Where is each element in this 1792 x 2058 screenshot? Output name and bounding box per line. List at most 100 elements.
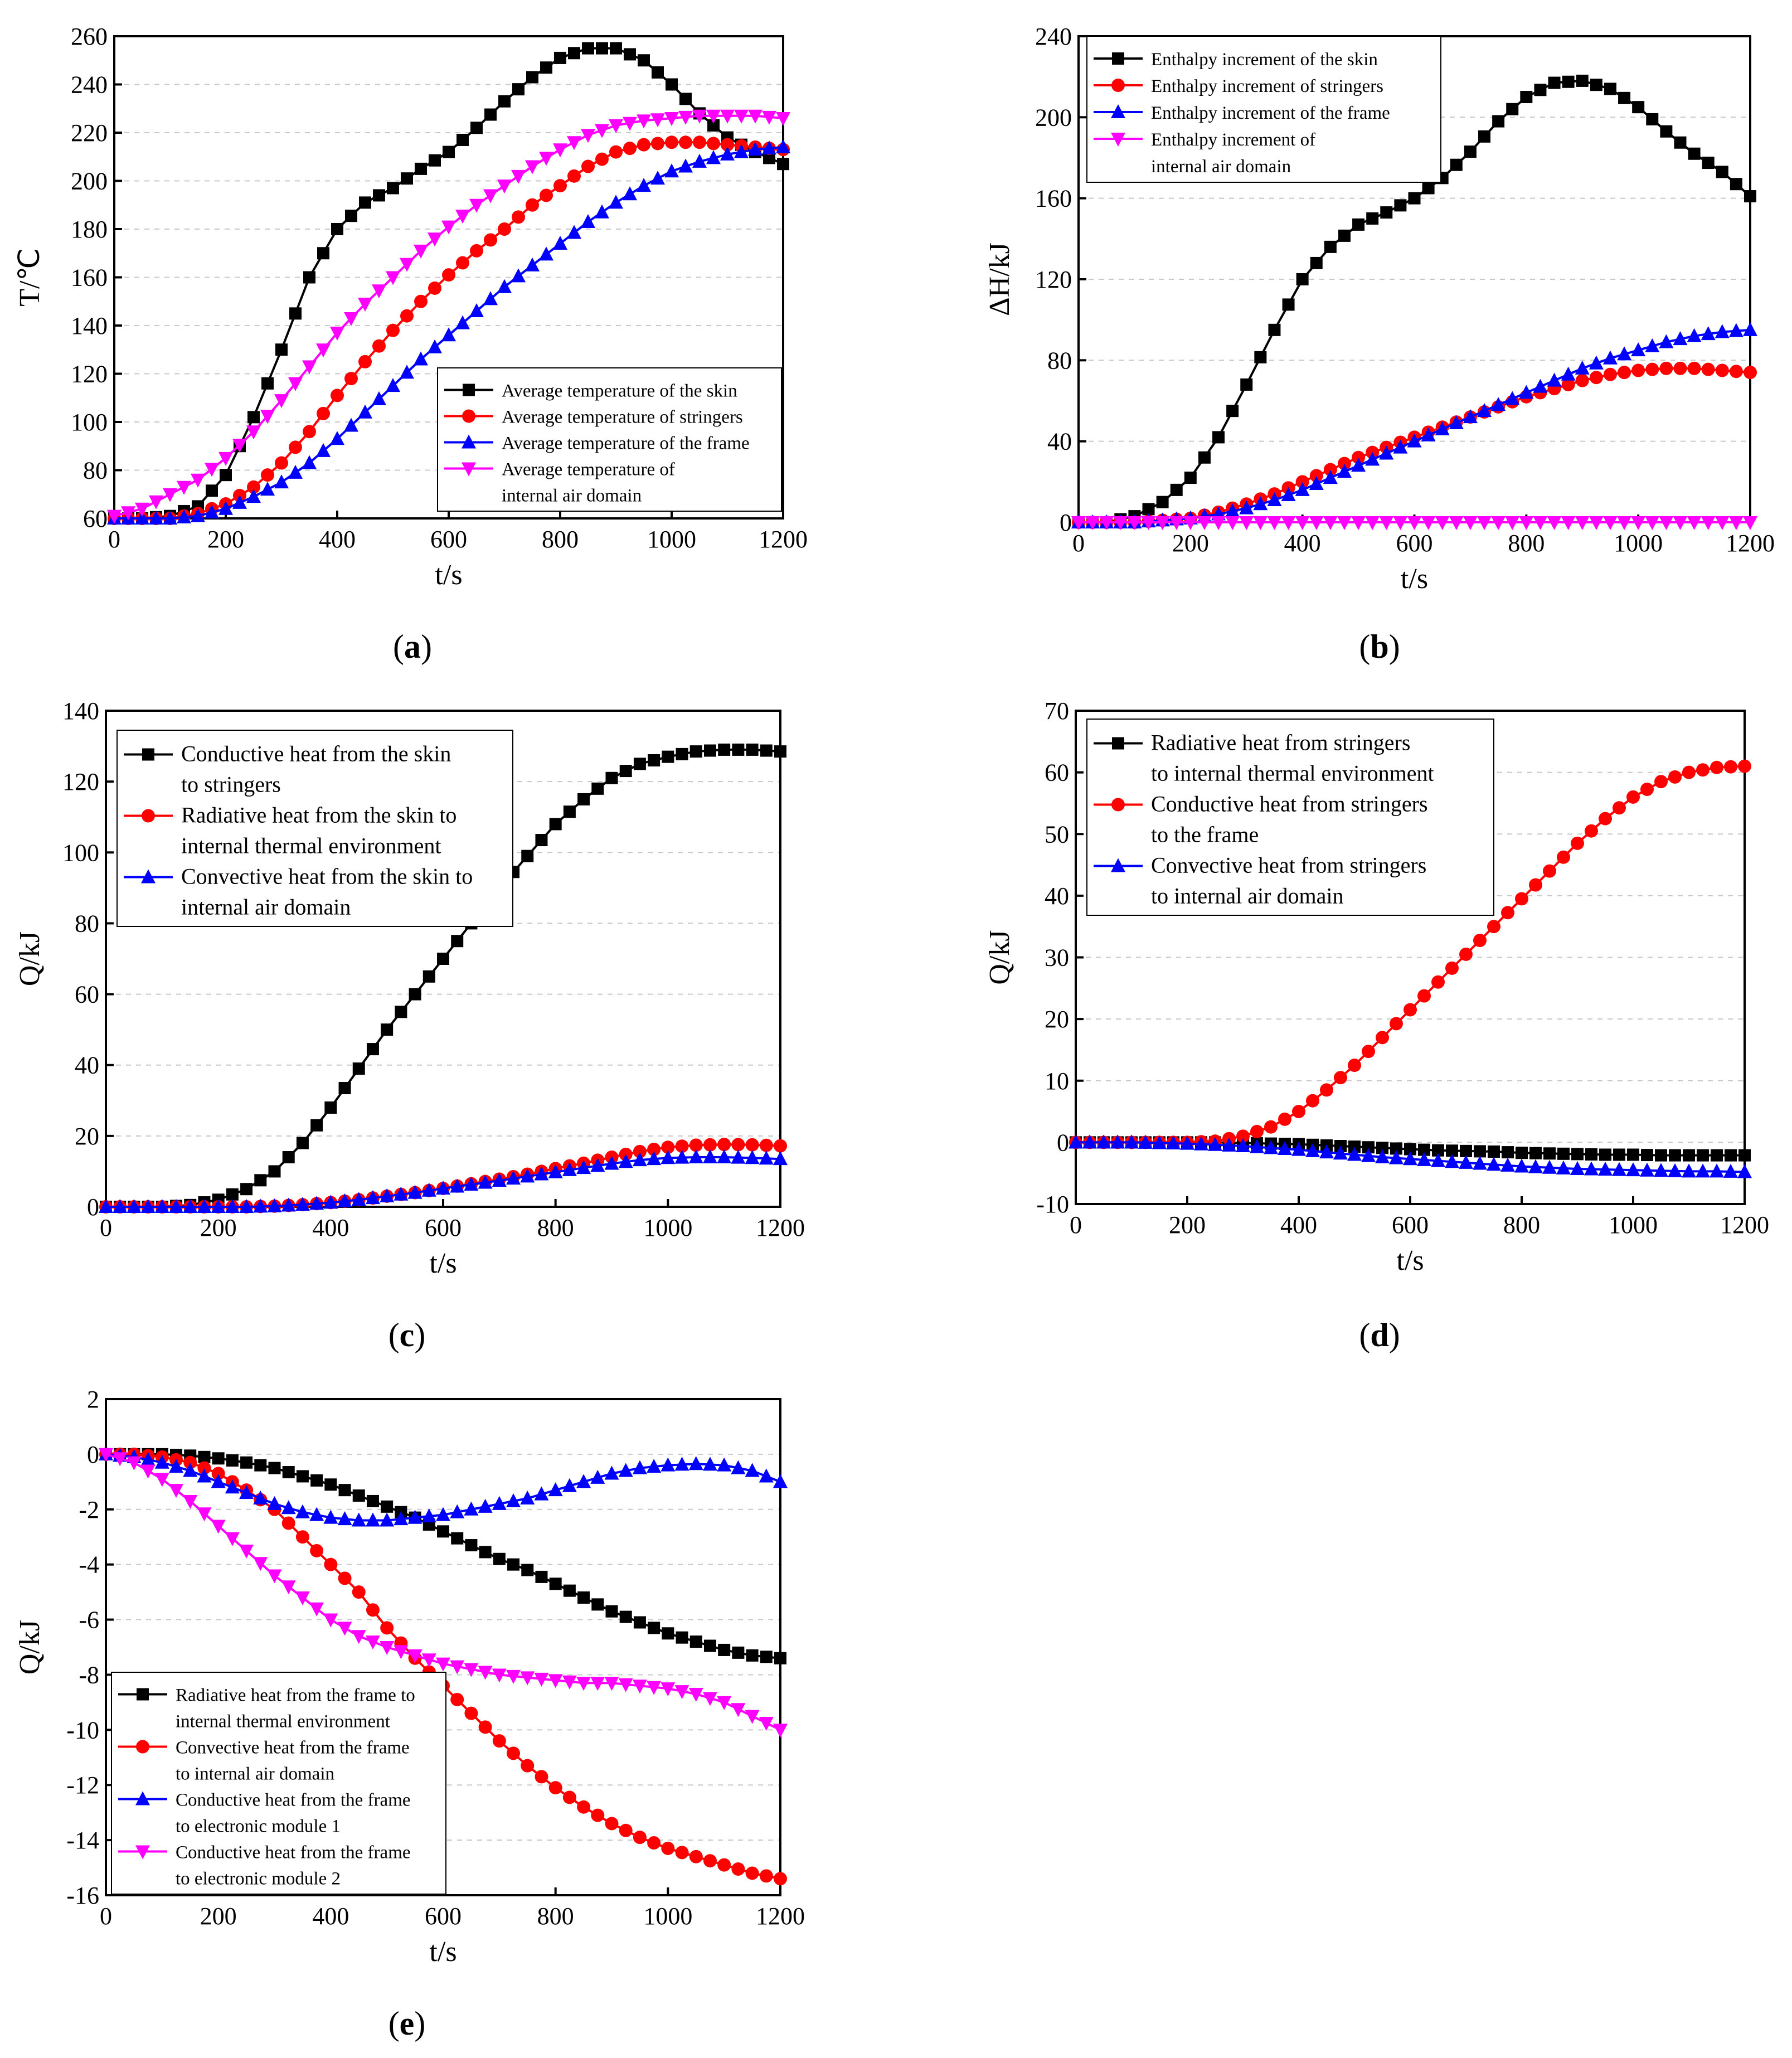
data-point — [366, 1603, 380, 1617]
data-point — [1403, 1151, 1417, 1166]
data-point — [1278, 1140, 1292, 1155]
data-point — [1491, 516, 1506, 530]
data-point — [1435, 516, 1450, 530]
data-point — [1641, 1149, 1653, 1162]
x-tick-label: 1000 — [643, 1902, 692, 1930]
data-point — [380, 1188, 395, 1202]
data-point — [1645, 516, 1660, 530]
y-tick-label: 30 — [1045, 944, 1069, 972]
data-point — [493, 1552, 506, 1565]
data-point — [407, 1509, 422, 1524]
data-point — [197, 1507, 212, 1522]
data-point — [267, 1496, 282, 1510]
data-point — [745, 1710, 760, 1724]
data-point — [581, 129, 595, 143]
data-point — [1682, 1163, 1696, 1178]
data-point — [309, 1507, 324, 1521]
legend-label: Conductive heat from stringers — [1151, 792, 1428, 817]
x-tick-label: 0 — [1072, 530, 1085, 557]
data-point — [731, 1862, 745, 1876]
data-point — [1460, 1144, 1472, 1157]
legend-label: Average temperature of the skin — [502, 381, 737, 401]
data-point — [734, 144, 749, 158]
data-point — [409, 988, 421, 1001]
data-point — [595, 124, 609, 138]
data-point — [483, 189, 498, 203]
legend-label: to the frame — [1151, 822, 1259, 847]
data-point — [113, 1452, 128, 1467]
data-point — [246, 489, 261, 503]
data-point — [1501, 906, 1514, 920]
data-point — [1529, 1147, 1542, 1159]
data-point — [394, 1645, 409, 1659]
data-point — [464, 1706, 478, 1720]
data-point — [548, 1482, 563, 1497]
legend-label: to internal air domain — [176, 1764, 334, 1784]
series-magenta — [107, 109, 790, 524]
data-point — [1604, 82, 1616, 95]
data-point — [650, 171, 665, 185]
data-point — [1744, 190, 1756, 203]
data-point — [183, 1199, 198, 1213]
data-point — [443, 145, 455, 158]
data-point — [1729, 365, 1743, 378]
data-point — [623, 117, 637, 131]
data-point — [380, 1641, 395, 1655]
data-point — [140, 1452, 156, 1466]
data-point — [540, 61, 552, 74]
data-point — [337, 1511, 352, 1526]
data-point — [309, 1602, 324, 1617]
data-point — [1682, 765, 1696, 779]
data-point — [1613, 1148, 1625, 1161]
data-point — [759, 1151, 774, 1165]
data-point — [1267, 492, 1282, 507]
data-point — [232, 494, 247, 509]
data-point — [421, 1508, 436, 1523]
data-point — [1696, 763, 1710, 777]
data-point — [211, 1474, 226, 1488]
data-point — [679, 135, 692, 149]
y-axis-label: Q/kJ — [14, 1620, 46, 1674]
data-point — [553, 179, 567, 193]
data-point — [1085, 516, 1100, 530]
data-point — [1418, 1143, 1430, 1156]
data-point — [535, 1570, 548, 1583]
data-point — [1533, 378, 1548, 393]
data-point — [1264, 1140, 1278, 1154]
data-point — [661, 1150, 676, 1164]
legend-label: to electronic module 1 — [176, 1817, 341, 1837]
data-point — [310, 1474, 323, 1487]
y-tick-label: 100 — [62, 839, 99, 866]
x-tick-label: 400 — [312, 1214, 349, 1241]
legend-marker — [462, 434, 476, 449]
data-point — [1323, 516, 1338, 530]
data-point — [282, 1466, 295, 1479]
data-point — [745, 1866, 759, 1880]
x-tick-label: 200 — [200, 1214, 237, 1241]
y-tick-label: 160 — [71, 264, 108, 292]
legend-marker — [137, 1688, 149, 1701]
y-tick-label: 0 — [1057, 1129, 1069, 1156]
data-point — [436, 1657, 450, 1672]
data-point — [247, 411, 260, 424]
data-point — [595, 204, 609, 219]
legend-marker — [1112, 52, 1124, 65]
data-point — [310, 1119, 323, 1132]
data-point — [1463, 409, 1478, 424]
data-point — [576, 1160, 591, 1174]
data-point — [1683, 1149, 1695, 1162]
panel-label: (c) — [388, 1317, 426, 1353]
data-point — [618, 1154, 633, 1168]
data-point — [632, 1460, 647, 1474]
data-point — [381, 1023, 394, 1036]
data-point — [317, 247, 329, 260]
data-point — [498, 95, 511, 108]
data-point — [394, 1186, 409, 1201]
y-tick-label: 120 — [62, 768, 99, 795]
data-point — [437, 953, 449, 965]
data-point — [679, 93, 692, 105]
data-point — [1701, 326, 1716, 341]
data-point — [1659, 516, 1674, 530]
data-point — [692, 153, 707, 168]
data-point — [1362, 1141, 1375, 1154]
